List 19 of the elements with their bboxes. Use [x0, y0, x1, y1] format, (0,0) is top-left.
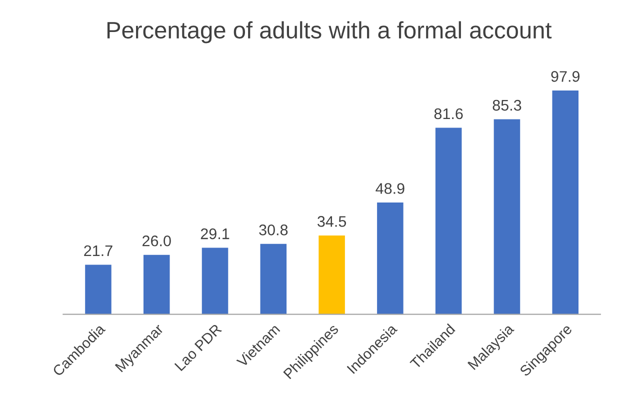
data-label: 97.9	[551, 71, 580, 82]
data-label: 30.8	[259, 224, 288, 236]
data-label: 26.0	[142, 235, 171, 246]
bar	[552, 90, 579, 314]
data-label: 29.1	[200, 228, 230, 240]
bar	[85, 264, 112, 314]
bar	[435, 128, 462, 314]
bar	[143, 254, 170, 314]
bar	[377, 202, 404, 314]
data-label: 85.3	[492, 100, 522, 111]
data-label: 81.6	[434, 108, 463, 120]
data-label: 21.7	[84, 245, 112, 256]
bar	[494, 119, 520, 314]
data-label: 48.9	[376, 183, 404, 194]
bar	[318, 235, 345, 314]
data-label: 34.5	[318, 216, 346, 227]
bar	[260, 244, 287, 314]
bar	[202, 248, 228, 314]
chart-title: Percentage of adults with a formal account	[107, 21, 552, 44]
